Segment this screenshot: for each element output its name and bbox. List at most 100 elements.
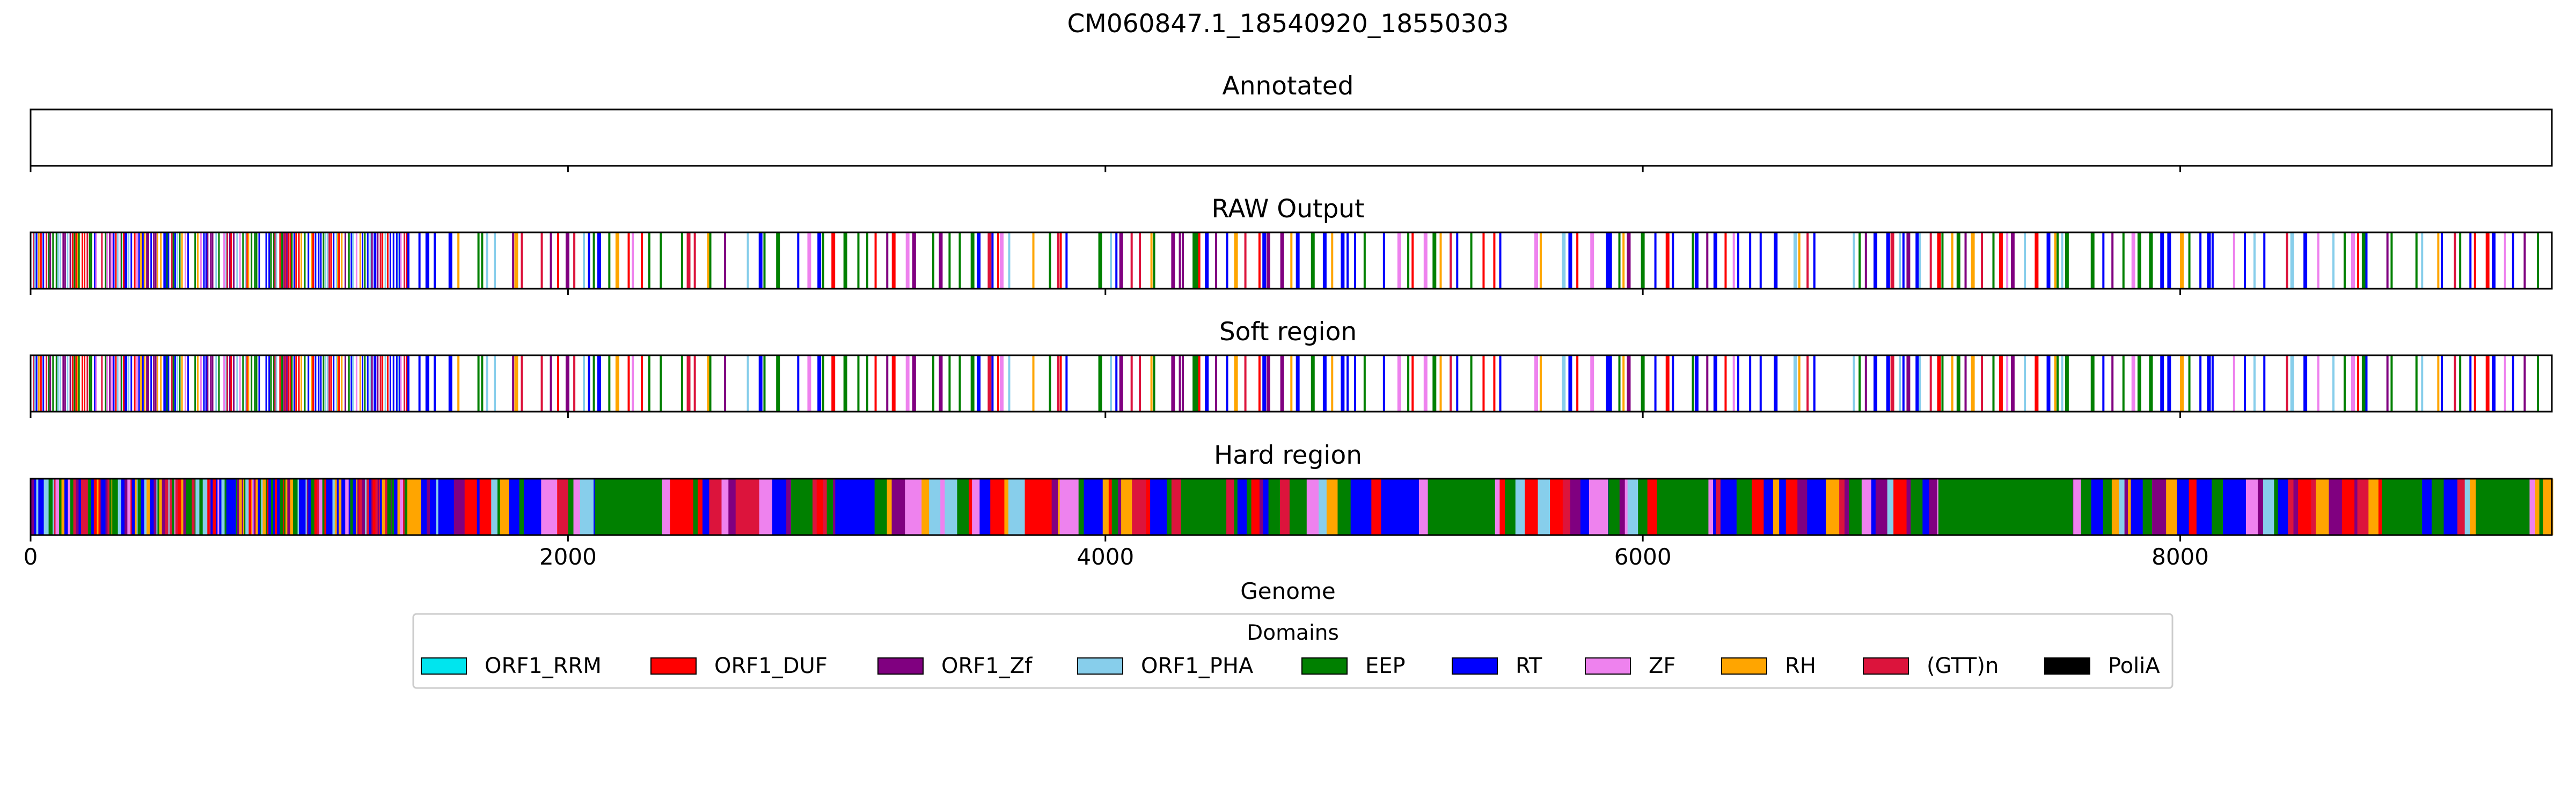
domain-mark xyxy=(125,355,127,412)
domain-mark xyxy=(660,355,662,412)
domain-mark xyxy=(1576,232,1579,289)
domain-mark xyxy=(1192,355,1197,412)
domain-mark xyxy=(120,232,122,289)
domain-mark xyxy=(392,355,394,412)
domain-mark xyxy=(1195,355,1199,412)
domain-mark xyxy=(2207,232,2211,289)
domain-mark xyxy=(48,355,50,412)
domain-mark xyxy=(438,479,451,535)
domain-mark xyxy=(312,232,314,289)
domain-mark xyxy=(258,479,261,535)
domain-mark xyxy=(319,479,323,535)
domain-mark xyxy=(1515,479,1525,535)
domain-mark xyxy=(1111,479,1118,535)
domain-mark xyxy=(1747,479,1752,535)
domain-mark xyxy=(1102,479,1109,535)
domain-mark xyxy=(1293,479,1307,535)
domain-mark xyxy=(912,232,916,289)
domain-mark xyxy=(128,355,130,412)
domain-mark xyxy=(157,479,160,535)
domain-mark xyxy=(197,355,199,412)
domain-mark xyxy=(1720,479,1733,535)
domain-mark xyxy=(807,355,811,412)
domain-mark xyxy=(103,479,106,535)
domain-mark xyxy=(146,479,150,535)
domain-mark xyxy=(1121,479,1132,535)
domain-mark xyxy=(76,355,78,412)
domain-mark xyxy=(323,355,325,412)
domain-mark xyxy=(300,232,302,289)
domain-mark xyxy=(1779,479,1787,535)
domain-mark xyxy=(392,232,394,289)
domain-mark xyxy=(233,479,237,535)
domain-mark xyxy=(2207,355,2211,412)
domain-mark xyxy=(1964,355,1967,412)
domain-mark xyxy=(2303,232,2308,289)
domain-mark xyxy=(1785,479,1798,535)
domain-mark xyxy=(78,355,80,412)
domain-mark xyxy=(872,479,875,535)
domain-mark xyxy=(82,232,84,289)
domain-mark xyxy=(62,355,64,412)
domain-mark xyxy=(479,479,492,535)
domain-mark xyxy=(318,232,320,289)
domain-mark xyxy=(397,479,400,535)
domain-mark xyxy=(2512,232,2514,289)
domain-mark xyxy=(119,232,121,289)
domain-mark xyxy=(320,355,322,412)
domain-mark xyxy=(95,232,97,289)
domain-mark xyxy=(2035,355,2039,412)
domain-mark xyxy=(1150,355,1153,412)
domain-mark xyxy=(294,479,298,535)
domain-mark xyxy=(2464,479,2470,535)
domain-mark xyxy=(1713,232,1717,289)
domain-mark xyxy=(494,232,496,289)
domain-mark xyxy=(831,232,836,289)
domain-mark xyxy=(1861,479,1872,535)
domain-mark xyxy=(763,232,766,289)
domain-mark xyxy=(94,232,96,289)
domain-mark xyxy=(1353,232,1356,289)
domain-mark xyxy=(179,355,181,412)
domain-mark xyxy=(192,479,195,535)
domain-mark xyxy=(1266,355,1270,412)
domain-mark xyxy=(957,479,969,535)
domain-mark xyxy=(418,232,421,289)
domain-mark xyxy=(75,355,77,412)
domain-mark xyxy=(134,232,136,289)
domain-mark xyxy=(101,479,103,535)
domain-mark xyxy=(1059,355,1062,412)
x-tick-label: 0 xyxy=(24,544,38,570)
legend-label: PoliA xyxy=(2108,654,2160,678)
domain-mark xyxy=(464,479,478,535)
domain-mark xyxy=(702,479,710,535)
domain-mark xyxy=(366,479,370,535)
legend-entry: RT xyxy=(1452,654,1542,678)
domain-mark xyxy=(816,479,824,535)
domain-mark xyxy=(281,232,283,289)
domain-mark xyxy=(1499,232,1502,289)
domain-mark xyxy=(1941,232,1944,289)
domain-mark xyxy=(2061,355,2063,412)
domain-mark xyxy=(1363,355,1366,412)
domain-mark xyxy=(969,479,972,535)
domain-mark xyxy=(326,232,328,289)
domain-mark xyxy=(107,479,110,535)
domain-mark xyxy=(1929,479,1938,535)
domain-mark xyxy=(680,479,694,535)
domain-mark xyxy=(1411,355,1414,412)
domain-mark xyxy=(887,479,892,535)
domain-mark xyxy=(156,479,158,535)
domain-mark xyxy=(244,479,246,535)
domain-mark xyxy=(2485,232,2490,289)
domain-mark xyxy=(371,232,373,289)
domain-mark xyxy=(339,479,342,535)
domain-mark xyxy=(1971,232,1975,289)
domain-mark xyxy=(1887,479,1890,535)
domain-mark xyxy=(335,355,338,412)
domain-mark xyxy=(121,479,125,535)
domain-mark xyxy=(1171,232,1175,289)
legend-entry: ZF xyxy=(1585,654,1675,678)
domain-mark xyxy=(2288,479,2294,535)
domain-mark xyxy=(377,232,379,289)
